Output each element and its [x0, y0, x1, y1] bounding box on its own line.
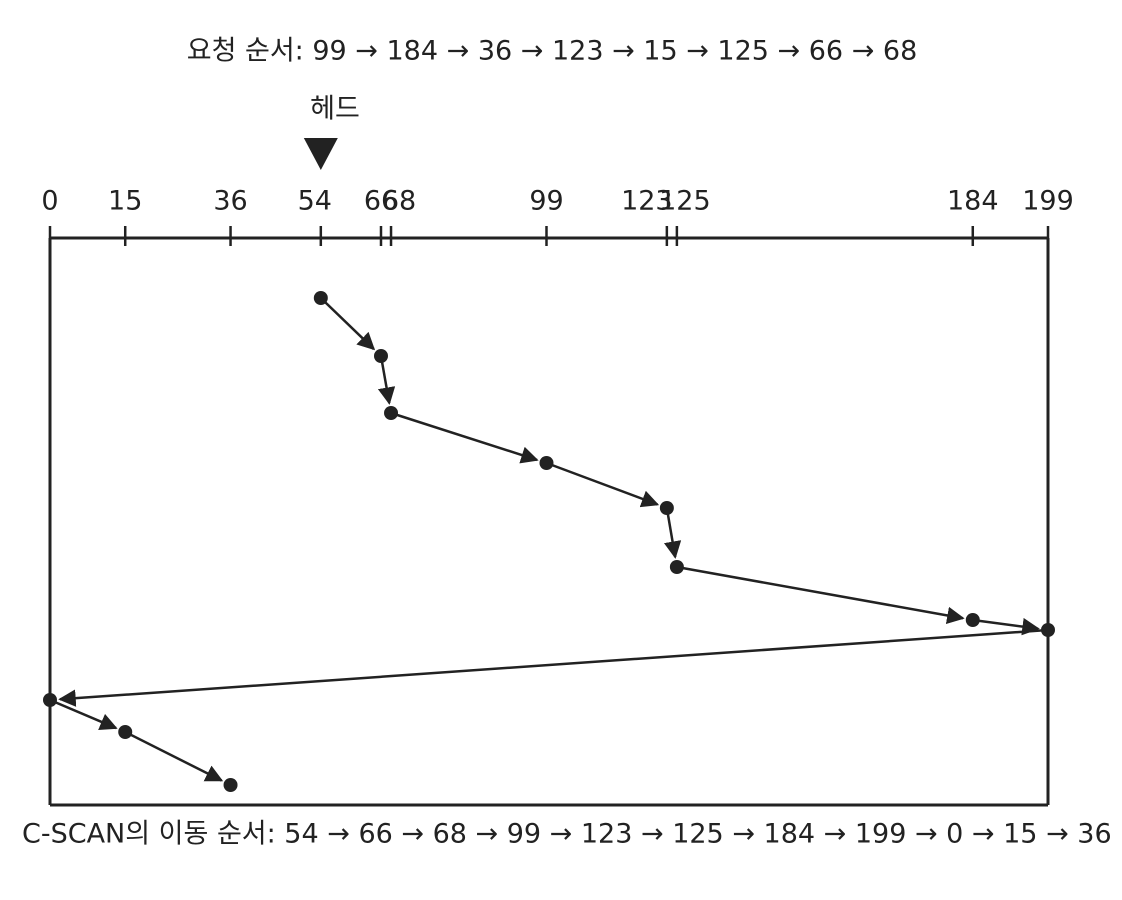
tick-label: 184 — [947, 186, 999, 217]
path-point — [223, 778, 238, 792]
move-arrow — [390, 411, 539, 464]
move-arrow — [319, 297, 376, 351]
path-point — [669, 560, 684, 574]
head-label: 헤드 — [310, 94, 360, 125]
tick-label: 66 — [364, 186, 398, 217]
title: 요청 순서: 99 → 184 → 36 → 123 → 15 → 125 → … — [187, 36, 918, 67]
move-arrow — [972, 617, 1040, 636]
tick-label: 36 — [213, 186, 247, 217]
caption: C-SCAN의 이동 순서: 54 → 66 → 68 → 99 → 123 →… — [22, 819, 1112, 850]
path-point — [659, 501, 674, 515]
path-point — [1041, 623, 1055, 637]
tick-label: 54 — [298, 186, 332, 217]
move-arrow — [546, 461, 660, 508]
path-point — [373, 349, 388, 363]
head-marker — [303, 138, 338, 170]
path-point — [43, 693, 57, 707]
path-point — [965, 613, 980, 627]
tick-label: 0 — [41, 186, 58, 217]
tick-label: 199 — [1022, 186, 1074, 217]
tick-label: 15 — [108, 186, 142, 217]
move-arrow — [676, 565, 965, 625]
move-arrow — [663, 507, 682, 559]
tick-label: 99 — [529, 186, 563, 217]
tick-label: 125 — [659, 186, 711, 217]
path-point — [384, 406, 399, 420]
tick-label: 123 — [621, 186, 673, 217]
path-point — [539, 456, 554, 470]
move-arrow — [124, 730, 224, 782]
tick-label: 68 — [382, 186, 416, 217]
move-arrow — [377, 355, 396, 405]
path-point — [313, 291, 328, 305]
path-point — [118, 725, 133, 739]
move-arrow — [58, 628, 1049, 707]
move-arrow — [49, 698, 118, 730]
